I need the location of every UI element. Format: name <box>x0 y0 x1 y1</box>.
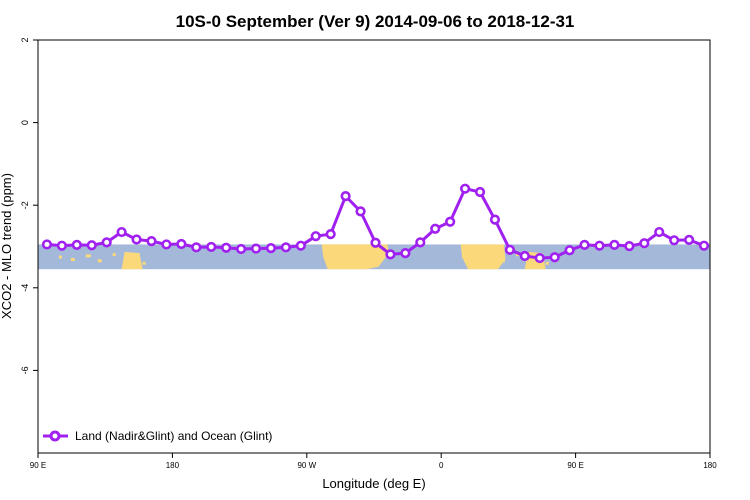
plot-frame <box>37 39 711 454</box>
y-axis: 2 0 -2 -4 -6 <box>20 37 38 374</box>
data-point <box>385 249 396 260</box>
data-point <box>295 240 306 251</box>
y-tick-label: -4 <box>20 284 30 292</box>
y-tick-label: 2 <box>20 37 30 42</box>
legend-label: Land (Nadir&Glint) and Ocean (Glint) <box>75 429 272 443</box>
data-point <box>355 206 366 217</box>
x-tick-label: 180 <box>703 461 717 470</box>
x-tick-label: 180 <box>166 461 180 470</box>
data-point <box>489 214 501 225</box>
data-point <box>86 240 97 251</box>
data-point <box>415 237 426 248</box>
data-point <box>325 229 336 240</box>
chart-title: 10S-0 September (Ver 9) 2014-09-06 to 20… <box>176 12 575 31</box>
data-point <box>534 252 545 264</box>
data-point <box>206 241 217 253</box>
x-tick-label: 90 W <box>297 461 316 470</box>
data-point <box>564 245 575 256</box>
data-point <box>624 240 635 252</box>
data-point <box>370 237 381 248</box>
data-point <box>41 239 53 250</box>
data-point <box>265 243 277 254</box>
data-point <box>250 243 262 254</box>
data-point <box>430 223 441 234</box>
data-point <box>146 236 157 247</box>
y-axis-label: XCO2 - MLO trend (ppm) <box>0 173 14 319</box>
series-layer <box>41 183 710 264</box>
land-maritime-continent-1 <box>58 251 146 270</box>
data-point <box>579 239 590 250</box>
data-point <box>131 234 142 245</box>
x-tick-label: 0 <box>439 461 444 470</box>
data-point <box>71 239 82 250</box>
data-point <box>639 238 650 249</box>
data-point <box>549 252 560 263</box>
data-point <box>56 240 67 251</box>
x-axis: 90 E 180 90 W 0 90 E 180 <box>30 453 717 470</box>
y-tick-label: 0 <box>20 120 30 125</box>
legend-marker <box>49 430 61 442</box>
plot-area <box>37 39 711 454</box>
legend: Land (Nadir&Glint) and Ocean (Glint) <box>43 429 272 443</box>
x-axis-label: Longitude (deg E) <box>322 476 425 491</box>
data-point <box>445 216 456 227</box>
x-tick-label: 90 E <box>30 461 46 470</box>
y-tick-label: -2 <box>20 201 30 209</box>
data-point <box>280 242 291 253</box>
data-point <box>669 235 680 246</box>
data-point <box>609 239 620 250</box>
land-south-america <box>321 244 389 270</box>
data-point <box>400 248 411 259</box>
data-point <box>654 226 665 238</box>
data-point <box>310 231 321 242</box>
data-point <box>235 243 247 255</box>
data-point <box>101 237 112 248</box>
data-point <box>474 186 486 198</box>
map-band <box>38 244 710 270</box>
data-point <box>221 242 232 253</box>
data-point <box>459 183 471 194</box>
data-point <box>594 240 605 251</box>
data-point <box>519 250 530 262</box>
data-point <box>504 244 515 255</box>
y-tick-label: -6 <box>20 366 30 374</box>
land-africa <box>460 244 506 270</box>
data-point <box>176 238 187 250</box>
data-point <box>340 191 351 202</box>
data-point <box>191 242 202 253</box>
data-point <box>161 239 172 250</box>
x-tick-label: 90 E <box>567 461 583 470</box>
data-point <box>698 240 710 251</box>
data-point <box>683 234 695 245</box>
data-point <box>116 226 127 238</box>
